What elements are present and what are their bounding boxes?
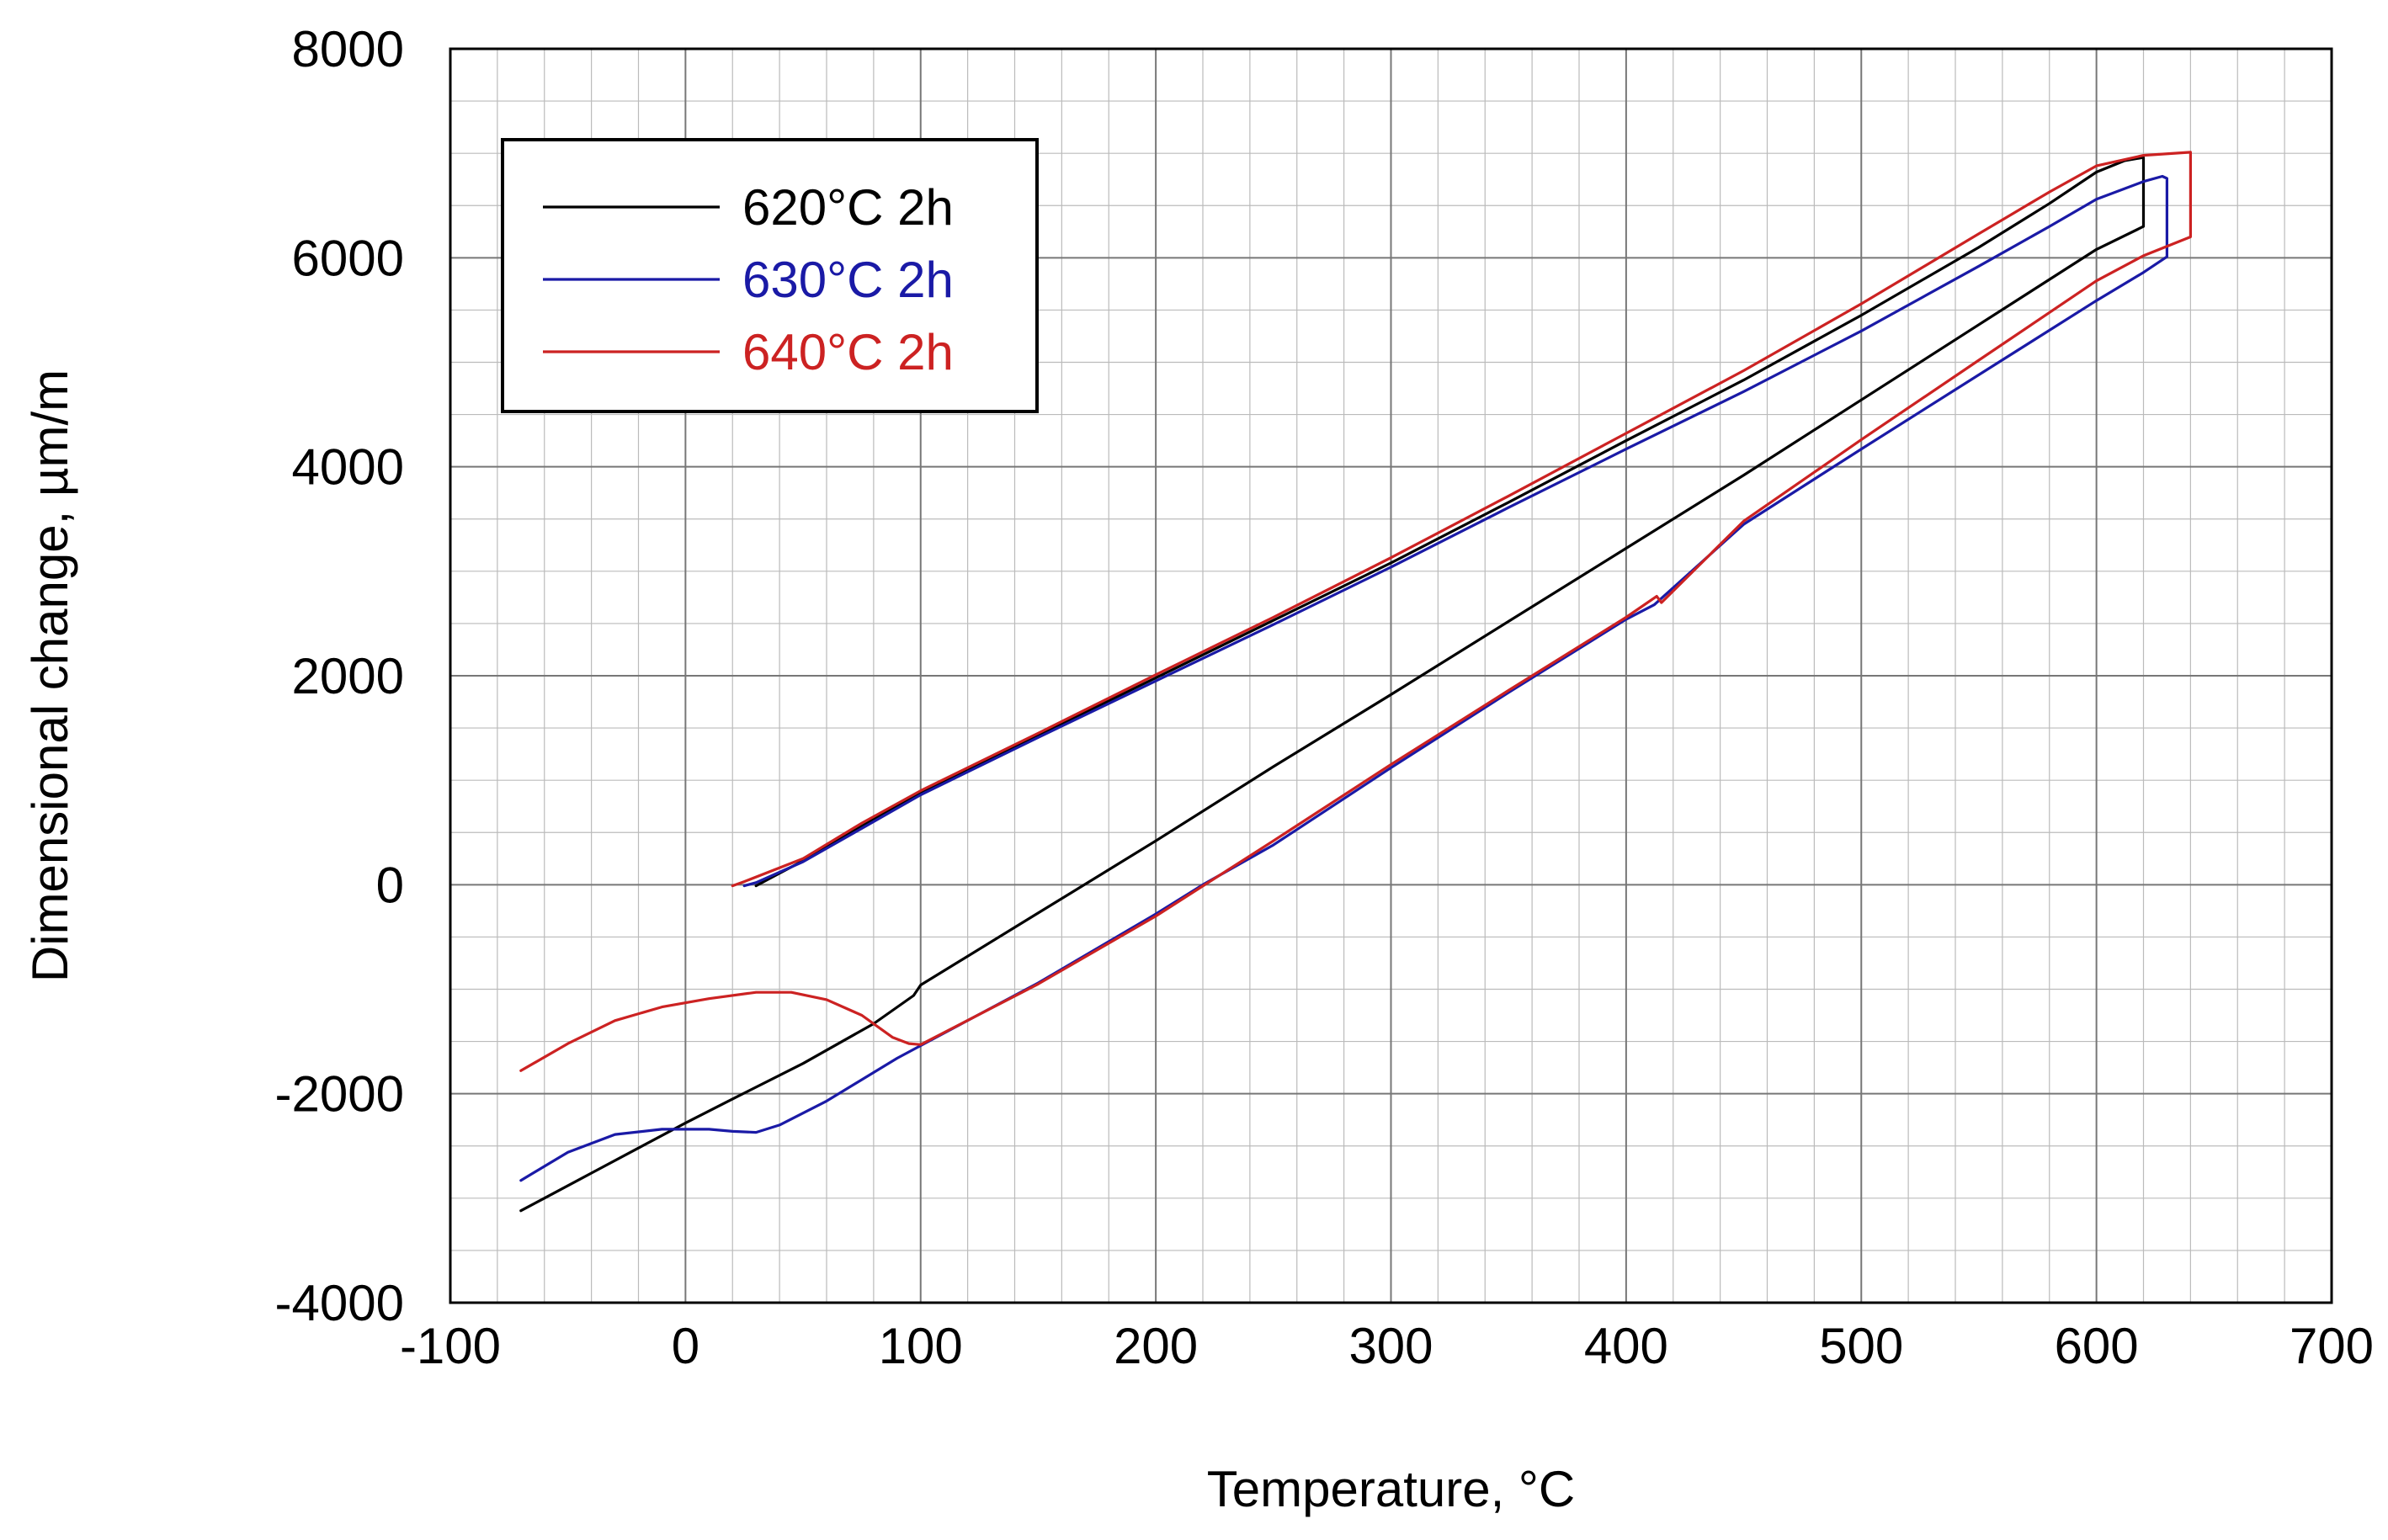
y-tick-label: 0	[376, 857, 404, 913]
y-tick-label: 4000	[292, 439, 404, 496]
y-axis-tick-labels: -4000 -2000 0 2000 4000 6000 8000	[275, 21, 404, 1331]
x-tick-label: 500	[1819, 1318, 1903, 1374]
legend-label: 620°C 2h	[742, 179, 954, 236]
y-tick-label: 6000	[292, 230, 404, 286]
x-tick-label: 0	[672, 1318, 699, 1374]
y-tick-label: 2000	[292, 648, 404, 704]
x-tick-label: 700	[2290, 1318, 2374, 1374]
legend-entry: 640°C 2h	[543, 324, 954, 380]
x-tick-label: 200	[1114, 1318, 1198, 1374]
series-lines	[519, 151, 2192, 1213]
x-axis-title: Temperature, °C	[1207, 1461, 1576, 1517]
legend-entry: 620°C 2h	[543, 179, 954, 236]
x-tick-label: 300	[1348, 1318, 1433, 1374]
y-tick-label: -4000	[275, 1275, 404, 1331]
legend-label: 630°C 2h	[742, 252, 954, 308]
legend-label: 640°C 2h	[742, 324, 954, 380]
x-tick-label: -100	[400, 1318, 501, 1374]
y-tick-label: 8000	[292, 21, 404, 77]
y-axis-title: Dimensional change, µm/m	[22, 369, 78, 982]
x-tick-label: 600	[2055, 1318, 2139, 1374]
series-line-3	[519, 151, 2192, 1072]
series-line-2	[519, 174, 2168, 1182]
y-tick-label: -2000	[275, 1066, 404, 1123]
legend: 620°C 2h 630°C 2h 640°C 2h	[501, 138, 1039, 413]
x-tick-label: 400	[1584, 1318, 1668, 1374]
x-tick-label: 100	[879, 1318, 963, 1374]
legend-entry: 630°C 2h	[543, 252, 954, 308]
x-axis-tick-labels: -100 0 100 200 300 400 500 600 700	[400, 1318, 2374, 1374]
legend-box	[501, 138, 1039, 413]
series-line-1	[519, 156, 2146, 1213]
plot-frame	[449, 47, 2333, 1304]
